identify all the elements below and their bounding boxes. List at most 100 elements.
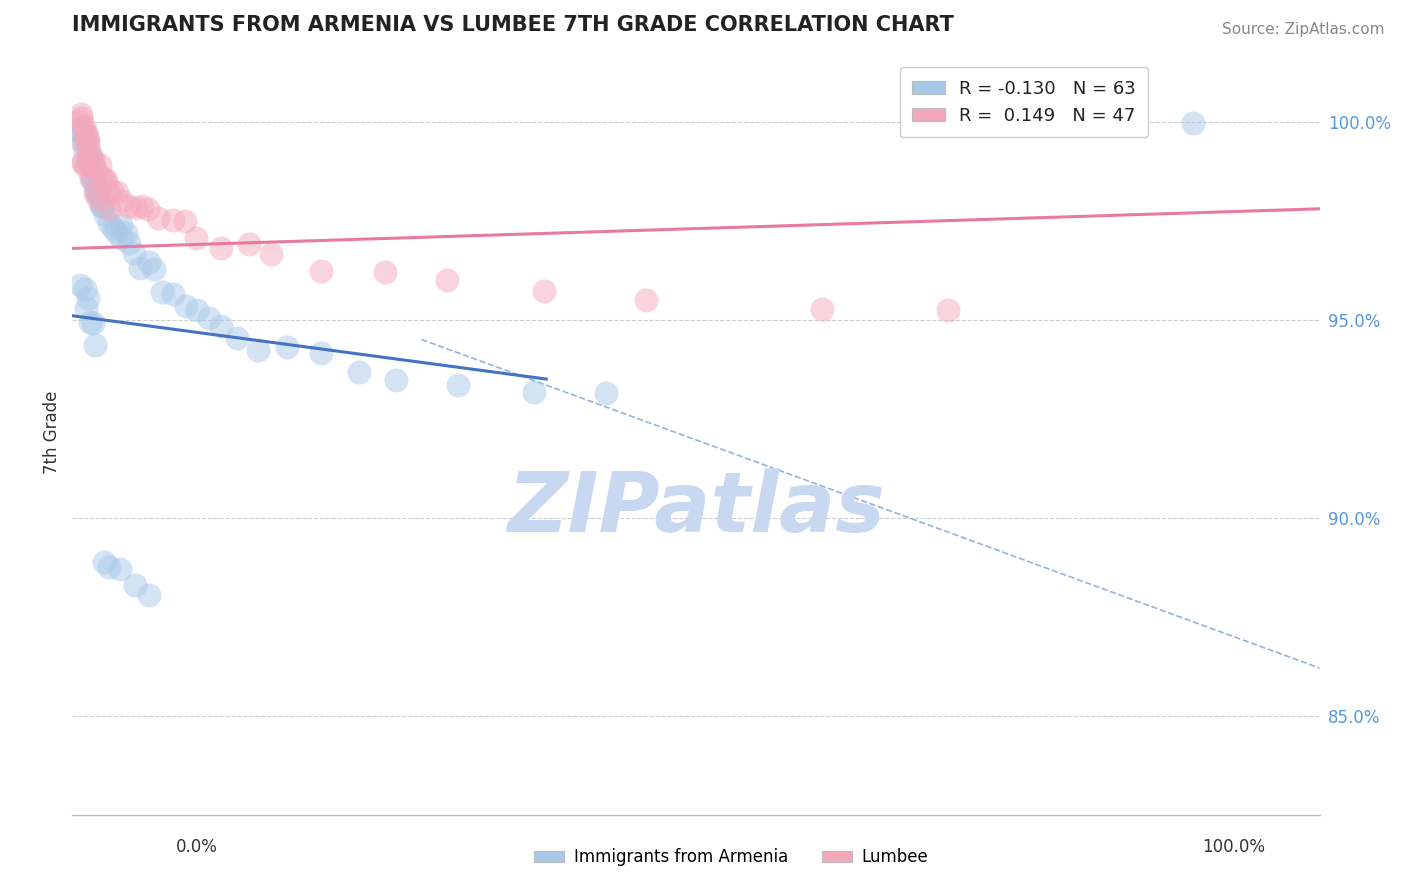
Point — [70, 120, 93, 135]
Point — [77, 291, 100, 305]
Point — [80, 167, 103, 181]
Y-axis label: 7th Grade: 7th Grade — [44, 391, 60, 475]
Point — [110, 219, 132, 233]
Point — [90, 171, 112, 186]
Point — [98, 202, 121, 216]
Point — [79, 152, 101, 166]
Point — [238, 237, 260, 252]
Point — [209, 318, 232, 333]
Point — [83, 161, 105, 175]
Point — [523, 385, 546, 400]
Point — [174, 214, 197, 228]
Point — [533, 285, 555, 299]
Point — [73, 136, 96, 150]
Point — [80, 151, 103, 165]
Point — [76, 132, 98, 146]
Point — [129, 261, 152, 276]
Text: Source: ZipAtlas.com: Source: ZipAtlas.com — [1222, 22, 1385, 37]
Point — [198, 310, 221, 325]
Point — [84, 161, 107, 175]
Point — [131, 199, 153, 213]
Point — [186, 303, 208, 318]
Point — [174, 299, 197, 313]
Point — [84, 338, 107, 352]
Point — [69, 277, 91, 292]
Point — [101, 184, 124, 198]
Point — [86, 179, 108, 194]
Point — [72, 130, 94, 145]
Point — [75, 301, 97, 315]
Point — [117, 199, 139, 213]
Point — [79, 146, 101, 161]
Point — [209, 241, 232, 255]
Point — [79, 315, 101, 329]
Point — [84, 177, 107, 191]
Point — [70, 127, 93, 141]
Point — [94, 174, 117, 188]
Point — [72, 155, 94, 169]
Point — [184, 231, 207, 245]
Point — [246, 343, 269, 358]
Point — [111, 194, 134, 208]
Point — [276, 340, 298, 354]
Point — [72, 156, 94, 170]
Point — [70, 112, 93, 126]
Point — [73, 145, 96, 159]
Point — [73, 282, 96, 296]
Point — [162, 286, 184, 301]
Point — [77, 153, 100, 168]
Point — [150, 285, 173, 299]
Point — [146, 211, 169, 225]
Point — [66, 122, 89, 136]
Point — [225, 331, 247, 345]
Point — [138, 255, 160, 269]
Point — [75, 126, 97, 140]
Point — [347, 365, 370, 379]
Point — [82, 172, 104, 186]
Text: 100.0%: 100.0% — [1202, 838, 1265, 855]
Point — [89, 158, 111, 172]
Point — [94, 208, 117, 222]
Point — [82, 316, 104, 330]
Point — [83, 159, 105, 173]
Point — [104, 225, 127, 239]
Point — [447, 378, 470, 392]
Point — [436, 273, 458, 287]
Point — [84, 186, 107, 200]
Point — [595, 385, 617, 400]
Point — [311, 345, 333, 359]
Point — [124, 578, 146, 592]
Point — [105, 185, 128, 199]
Point — [70, 107, 93, 121]
Point — [77, 154, 100, 169]
Point — [108, 561, 131, 575]
Point — [309, 263, 332, 277]
Point — [260, 247, 283, 261]
Point — [76, 132, 98, 146]
Point — [122, 246, 145, 260]
Point — [76, 128, 98, 142]
Point — [77, 141, 100, 155]
Point — [77, 136, 100, 151]
Legend: Immigrants from Armenia, Lumbee: Immigrants from Armenia, Lumbee — [527, 842, 935, 873]
Point — [374, 265, 396, 279]
Point — [142, 262, 165, 277]
Point — [1182, 116, 1205, 130]
Point — [79, 171, 101, 186]
Point — [91, 199, 114, 213]
Point — [94, 172, 117, 186]
Point — [87, 186, 110, 201]
Point — [75, 161, 97, 175]
Point — [811, 301, 834, 316]
Point — [91, 199, 114, 213]
Point — [385, 373, 408, 387]
Point — [138, 588, 160, 602]
Point — [936, 303, 959, 318]
Point — [118, 235, 141, 250]
Legend: R = -0.130   N = 63, R =  0.149   N = 47: R = -0.130 N = 63, R = 0.149 N = 47 — [900, 67, 1149, 137]
Point — [97, 186, 120, 200]
Point — [125, 202, 148, 216]
Point — [82, 152, 104, 166]
Point — [636, 293, 658, 307]
Point — [86, 192, 108, 206]
